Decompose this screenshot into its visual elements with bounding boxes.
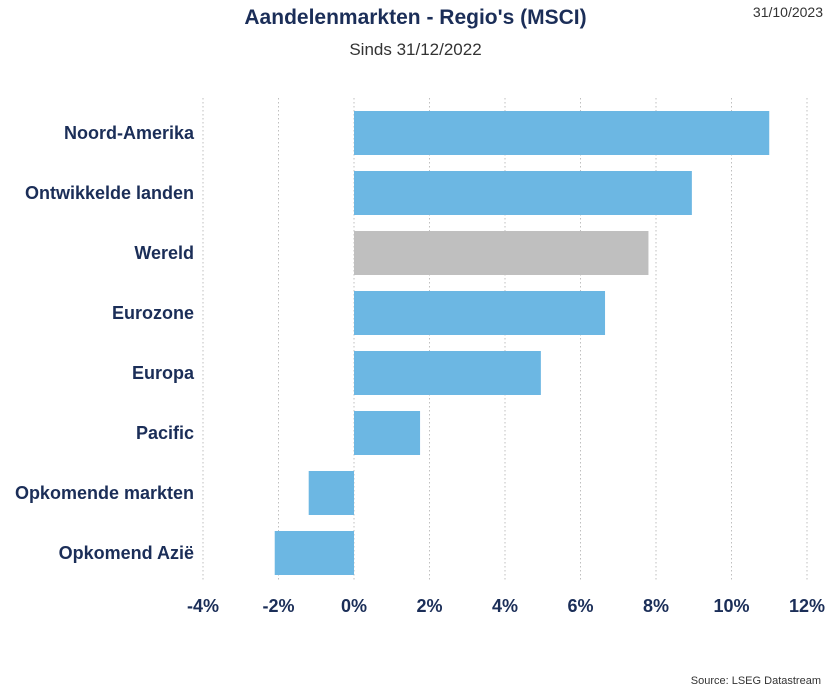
- bar: [354, 411, 421, 455]
- chart-title: Aandelenmarkten - Regio's (MSCI): [244, 6, 587, 29]
- x-tick-label: 12%: [789, 596, 825, 616]
- category-label: Opkomend Azië: [59, 543, 194, 563]
- x-tick-label: 2%: [416, 596, 442, 616]
- x-tick-label: 10%: [713, 596, 749, 616]
- bar: [274, 531, 354, 575]
- bar: [354, 231, 649, 275]
- bar: [354, 171, 692, 215]
- x-tick-label: 0%: [341, 596, 367, 616]
- category-label: Europa: [132, 363, 195, 383]
- source-note: Source: LSEG Datastream: [690, 675, 821, 687]
- category-label: Eurozone: [112, 303, 194, 323]
- chart-subtitle: Sinds 31/12/2022: [349, 40, 482, 59]
- category-label: Opkomende markten: [15, 483, 194, 503]
- x-tick-labels: -4% -2% 0% 2% 4% 6% 8% 10% 12%: [187, 596, 825, 616]
- category-label: Noord-Amerika: [64, 123, 195, 143]
- category-label: Wereld: [134, 243, 194, 263]
- bar: [354, 111, 770, 155]
- grid-lines: [202, 98, 808, 582]
- x-tick-label: -2%: [262, 596, 294, 616]
- x-tick-label: 4%: [492, 596, 518, 616]
- bar: [308, 471, 354, 515]
- date-label: 31/10/2023: [752, 4, 823, 20]
- x-tick-label: -4%: [187, 596, 219, 616]
- x-tick-label: 8%: [643, 596, 669, 616]
- bar: [354, 351, 541, 395]
- category-label: Ontwikkelde landen: [25, 183, 194, 203]
- x-tick-label: 6%: [567, 596, 593, 616]
- bars: [274, 111, 770, 575]
- category-label: Pacific: [136, 423, 194, 443]
- category-labels: Noord-Amerika Ontwikkelde landen Wereld Eur…: [15, 123, 195, 563]
- bar: [354, 291, 606, 335]
